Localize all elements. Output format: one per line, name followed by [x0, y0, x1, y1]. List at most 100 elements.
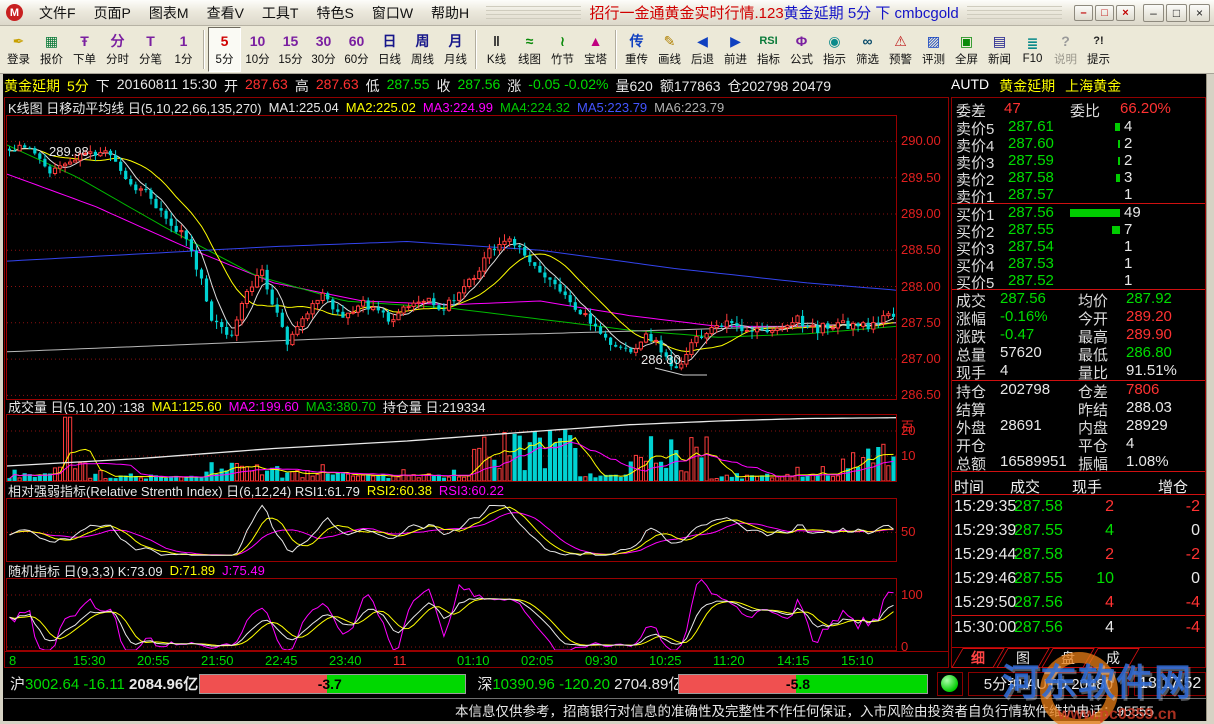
kdj-header: 随机指标 日(9,3,3) K:73.09 D:71.89 J:75.49: [8, 563, 265, 579]
menu-item-3[interactable]: 图表M: [148, 4, 189, 21]
toolbar-下单[interactable]: Ŧ 下单: [68, 27, 101, 72]
ask-row[interactable]: 卖价2 287.58 3: [952, 169, 1205, 189]
stat-value: 286.80: [1126, 344, 1172, 361]
toolbar-竹节[interactable]: ≀ 竹节: [546, 27, 579, 72]
menu-item-6[interactable]: 特色S: [316, 4, 354, 21]
toolbar-筛选[interactable]: ∞ 筛选: [851, 27, 884, 72]
ask-row[interactable]: 卖价5 287.61 4: [952, 118, 1205, 138]
toolbar-后退[interactable]: ◀ 后退: [686, 27, 719, 72]
toolbar-指示[interactable]: ◉ 指示: [818, 27, 851, 72]
toolbar-登录[interactable]: ✒ 登录: [2, 27, 35, 72]
kline-plot[interactable]: 289.98 286.80: [6, 115, 897, 400]
quote-info-item: 287.63: [244, 76, 288, 92]
toolbar-说明[interactable]: ? 说明: [1049, 27, 1082, 72]
toolbar-全屏[interactable]: ▣ 全屏: [950, 27, 983, 72]
tick-table: 15:29:35 287.58 2 -2 15:29:39 287.55 4 0 15:29:4…: [952, 495, 1205, 640]
ask-row[interactable]: 卖价3 287.59 2: [952, 152, 1205, 172]
maximize-button[interactable]: □: [1166, 3, 1188, 22]
toolbar-重传[interactable]: 传重传: [620, 27, 653, 72]
mdi-close-button[interactable]: ×: [1116, 4, 1136, 21]
bid-row[interactable]: 买价4 287.53 1: [952, 255, 1205, 275]
tick-col-header: 成交: [1010, 479, 1041, 496]
toolbar-分时[interactable]: 分分时: [101, 27, 134, 72]
toolbar-评测[interactable]: ▨ 评测: [917, 27, 950, 72]
toolbar-指标-icon: RSI: [759, 35, 778, 47]
toolbar-提示[interactable]: ?! 提示: [1082, 27, 1115, 72]
divider: [952, 289, 1205, 290]
close-button[interactable]: ×: [1189, 3, 1211, 22]
tab-成[interactable]: 成: [1095, 648, 1131, 668]
toolbar-分笔[interactable]: T 分笔: [134, 27, 167, 72]
toolbar-1分-icon: 1: [179, 33, 188, 49]
bid-row[interactable]: 买价3 287.54 1: [952, 238, 1205, 258]
stat-label: 仓差: [1078, 384, 1109, 401]
minimize-button[interactable]: –: [1143, 3, 1165, 22]
toolbar-指示-label: 指示: [823, 54, 846, 66]
ask-qty: 2: [1124, 135, 1133, 152]
toolbar-F10[interactable]: ≣ F10: [1016, 27, 1049, 72]
tab-盘[interactable]: 盘: [1050, 648, 1086, 668]
bid-price: 287.52: [1008, 272, 1054, 289]
menu-item-2[interactable]: 页面P: [93, 4, 131, 21]
toolbar-预警[interactable]: ⚠ 预警: [884, 27, 917, 72]
tab-细[interactable]: 细: [960, 648, 996, 668]
volume-plot[interactable]: [6, 414, 897, 482]
quote-info-item: 低: [365, 78, 380, 94]
toolbar-线图[interactable]: ≈ 线图: [513, 27, 546, 72]
toolbar-日线[interactable]: 日日线: [373, 27, 406, 72]
toolbar-60分-icon: 60: [348, 33, 365, 49]
toolbar-15分[interactable]: 15 15分: [274, 27, 307, 72]
toolbar-月线[interactable]: 月月线: [439, 27, 472, 72]
stat-label: 均价: [1078, 293, 1109, 310]
scrollbar-strip[interactable]: [1206, 74, 1214, 724]
bid-row[interactable]: 买价1 287.56 49: [952, 204, 1205, 224]
mdi-restore-button[interactable]: □: [1095, 4, 1115, 21]
rsi-plot[interactable]: [6, 498, 897, 562]
axis-label: 0: [901, 639, 909, 654]
toolbar-F10-icon: ≣: [1026, 35, 1039, 51]
breadth-red: [679, 674, 796, 693]
toolbar-宝塔[interactable]: ▲ 宝塔: [579, 27, 612, 72]
ask-row[interactable]: 卖价4 287.60 2: [952, 135, 1205, 155]
bid-row[interactable]: 买价2 287.55 7: [952, 221, 1205, 241]
toolbar-60分-label: 60分: [344, 54, 369, 66]
toolbar-报价[interactable]: ▦ 报价: [35, 27, 68, 72]
kdj-plot[interactable]: [6, 578, 897, 651]
toolbar-新闻[interactable]: ▤ 新闻: [983, 27, 1016, 72]
quote-info-item: 5分: [67, 78, 89, 94]
time-axis-label: 15:10: [841, 653, 874, 668]
toolbar-前进[interactable]: ▶ 前进: [719, 27, 752, 72]
toolbar-公式[interactable]: Φ 公式: [785, 27, 818, 72]
tab-图[interactable]: 图: [1005, 648, 1041, 668]
menu-item-7[interactable]: 窗口W: [371, 4, 414, 21]
menu-item-4[interactable]: 查看V: [206, 4, 244, 21]
index-status-bar: 沪3002.64 -16.11 2084.96亿 -3.7 深10390.96 …: [4, 670, 1206, 697]
toolbar-1分[interactable]: 1 1分: [167, 27, 200, 72]
quote-info-right: AUTD 黄金延期 上海黄金: [951, 76, 1131, 96]
toolbar-指标[interactable]: RSI 指标: [752, 27, 785, 72]
bid-row[interactable]: 买价5 287.52 1: [952, 272, 1205, 292]
menu-item-5[interactable]: 工具T: [261, 4, 299, 21]
menu-item-1[interactable]: 文件F: [39, 4, 76, 21]
toolbar-30分[interactable]: 30 30分: [307, 27, 340, 72]
toolbar-K线[interactable]: ‖ K线: [480, 27, 513, 72]
bid-qty-bar: [1111, 226, 1120, 234]
ask-row[interactable]: 卖价1 287.57 1: [952, 186, 1205, 206]
stat-label: 成交: [956, 293, 987, 310]
toolbar-10分[interactable]: 10 10分: [241, 27, 274, 72]
toolbar-5分[interactable]: 5 5分: [208, 27, 241, 72]
tick-row: 15:29:35 287.58 2 -2: [952, 495, 1205, 519]
toolbar-60分[interactable]: 60 60分: [340, 27, 373, 72]
toolbar-指示-icon: ◉: [828, 33, 841, 49]
sz-change: -120.20: [559, 676, 610, 693]
toolbar-画线[interactable]: ✎ 画线: [653, 27, 686, 72]
mdi-minimize-button[interactable]: –: [1074, 4, 1094, 21]
toolbar-周线[interactable]: 周周线: [406, 27, 439, 72]
indicator-value: MA5:223.79: [577, 99, 648, 115]
ask-qty-bar: [1117, 157, 1120, 165]
toolbar-分时-label: 分时: [106, 54, 129, 66]
indicator-value: RSI2:60.38: [366, 483, 432, 498]
stat-label: 涨幅: [956, 311, 987, 328]
menu-item-8[interactable]: 帮助H: [431, 4, 470, 21]
toolbar-新闻-label: 新闻: [988, 54, 1011, 66]
